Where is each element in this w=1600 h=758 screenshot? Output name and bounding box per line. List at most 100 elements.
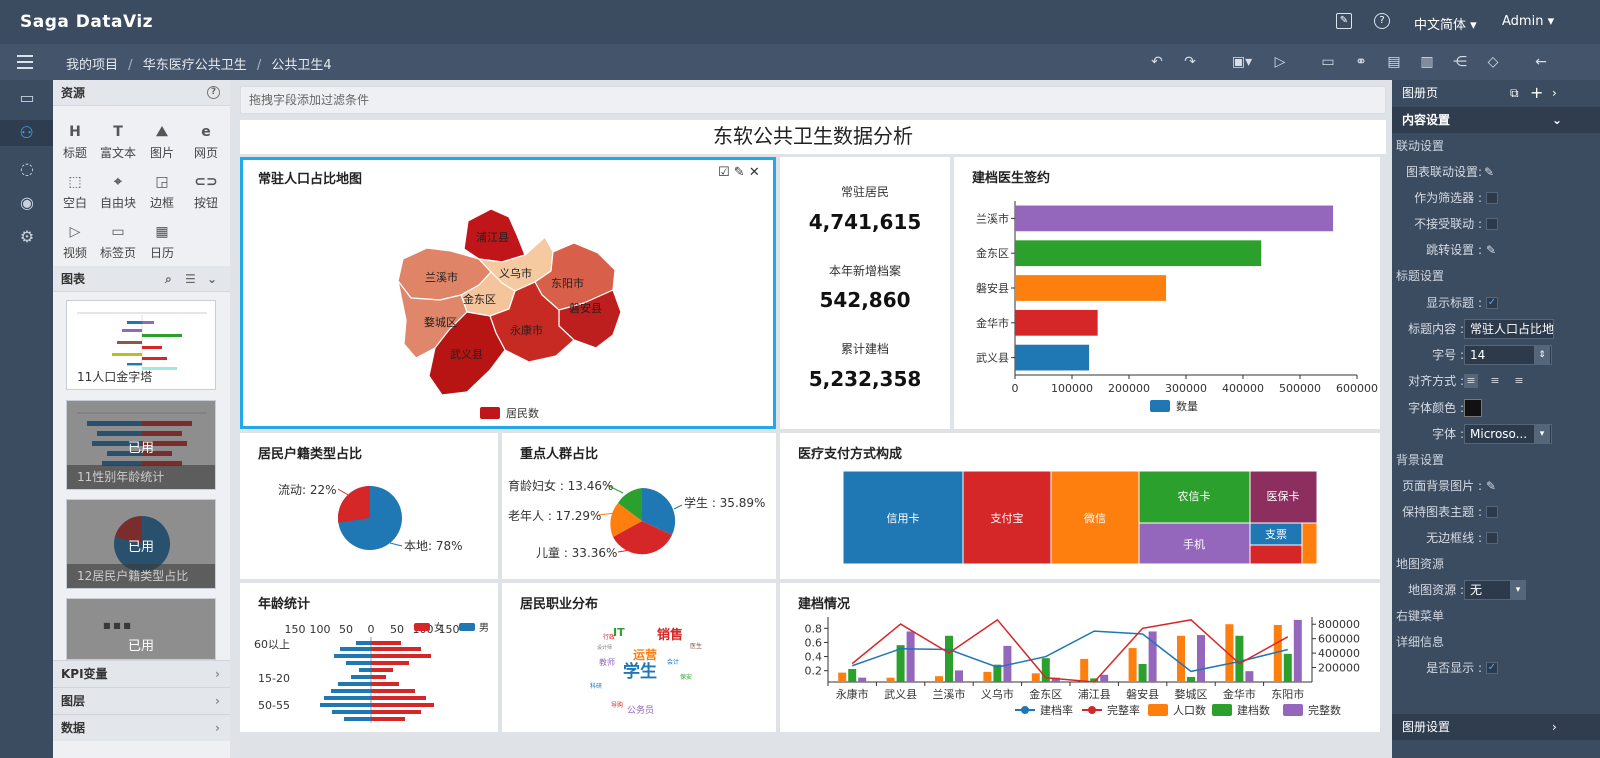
checkbox[interactable]	[1486, 532, 1498, 544]
bar[interactable]	[1090, 678, 1099, 682]
export-excel-icon[interactable]: ▤	[1387, 54, 1401, 70]
tile-rural-card[interactable]	[1138, 470, 1251, 524]
breadcrumb-item[interactable]: 公共卫生4	[271, 58, 332, 73]
tool-video[interactable]: ▷ 视频	[55, 220, 95, 261]
tile-other[interactable]	[1249, 544, 1303, 565]
stepper-icon[interactable]: ⇕	[1534, 346, 1550, 364]
user-menu[interactable]: Admin ▾	[1502, 14, 1554, 29]
accordion-data[interactable]: 数据 ›	[53, 714, 230, 741]
bar[interactable]	[1187, 676, 1195, 682]
tool-title[interactable]: H 标题	[55, 120, 95, 161]
bar[interactable]	[1177, 635, 1185, 682]
breadcrumb-item[interactable]: 华东医疗公共卫生	[142, 58, 247, 73]
bar[interactable]	[945, 635, 953, 682]
accordion-layers[interactable]: 图层 ›	[53, 687, 230, 714]
checkbox[interactable]	[1486, 192, 1498, 204]
help-icon[interactable]: ?	[207, 86, 220, 99]
font-select[interactable]: Microso...	[1464, 424, 1552, 444]
region-wuyi[interactable]	[428, 311, 506, 396]
breadcrumb-item[interactable]: 我的项目	[66, 58, 119, 73]
series-line[interactable]	[851, 618, 1289, 683]
bar[interactable]	[896, 645, 905, 682]
bar[interactable]	[1283, 653, 1292, 682]
play-icon[interactable]: ▷	[1274, 54, 1286, 70]
bar[interactable]	[1051, 677, 1060, 682]
bar[interactable]	[1041, 658, 1050, 682]
bar[interactable]	[1015, 275, 1167, 301]
title-input[interactable]: 常驻人口占比地	[1464, 319, 1554, 339]
edit-icon[interactable]: ✎	[1486, 243, 1497, 257]
card-icon[interactable]: ▭	[1321, 54, 1335, 70]
export-pdf-icon[interactable]: ▥	[1420, 54, 1434, 70]
bar[interactable]	[1293, 619, 1302, 682]
filter-drop-zone[interactable]: 拖拽字段添加过滤条件	[240, 86, 1386, 114]
accordion-kpi[interactable]: KPI变量 ›	[53, 660, 230, 687]
bar[interactable]	[906, 631, 915, 682]
chart-thumb[interactable]: 已用 12居民户籍类型占比	[66, 499, 216, 589]
copy-icon[interactable]: ⧉	[1510, 86, 1519, 100]
checkbox-checked[interactable]: ✓	[1486, 297, 1498, 309]
chart-thumb[interactable]: 已用 11性别年龄统计	[66, 400, 216, 490]
pie-slice-children[interactable]	[613, 521, 672, 555]
tile-credit-card[interactable]	[842, 470, 964, 565]
chart-thumb[interactable]: 11人口金字塔	[66, 300, 216, 390]
play-circle-icon[interactable]: ◉	[20, 193, 34, 212]
user-icon[interactable]: ⚇	[0, 120, 53, 146]
tool-border[interactable]: ◲ 边框	[142, 170, 182, 211]
tile-insurance-card[interactable]	[1249, 470, 1318, 524]
map-card[interactable]: 常驻人口占比地图 ☑ ✎ ✕ 浦江县 兰溪市 义乌市 东阳市 金东区 磐安县 婺…	[240, 157, 776, 429]
bar[interactable]	[935, 676, 943, 682]
checkbox-icon[interactable]: ☑	[718, 165, 730, 180]
tool-richtext[interactable]: T 富文本	[98, 120, 138, 161]
bar[interactable]	[1080, 658, 1089, 682]
pie-slice-floating[interactable]	[337, 485, 370, 523]
chevron-down-icon[interactable]: ▾	[1534, 425, 1550, 443]
color-swatch[interactable]	[1464, 399, 1482, 417]
tool-image[interactable]: ⛰ 图片	[142, 120, 182, 161]
align-center-icon[interactable]: ≡	[1490, 374, 1500, 387]
bar[interactable]	[993, 664, 1002, 682]
bar[interactable]	[1015, 240, 1262, 267]
monitor-icon[interactable]: ▭	[19, 88, 35, 107]
save-icon[interactable]: ▣▾	[1231, 54, 1253, 70]
pie-slice-women[interactable]	[618, 488, 642, 521]
edit-icon[interactable]: ✎	[1484, 165, 1495, 179]
bar[interactable]	[886, 677, 895, 682]
align-left-icon[interactable]: ≡	[1464, 374, 1478, 388]
refresh-icon[interactable]: ◌	[20, 159, 34, 178]
bar[interactable]	[1235, 635, 1244, 682]
add-icon[interactable]: +	[1530, 83, 1544, 102]
pie-slice-elderly[interactable]	[610, 503, 642, 537]
footer-bar[interactable]: 图册设置 ›	[1392, 714, 1600, 740]
bar[interactable]	[1225, 624, 1234, 682]
chevron-down-icon[interactable]: ⌄	[207, 272, 218, 286]
font-size-input[interactable]: 14	[1464, 345, 1552, 365]
tool-freeblock[interactable]: ⌖ 自由块	[98, 170, 138, 211]
edit-icon[interactable]: ✎	[1336, 13, 1352, 29]
bar[interactable]	[1015, 344, 1090, 371]
bar[interactable]	[955, 670, 963, 682]
edit-icon[interactable]: ✎	[1486, 479, 1497, 493]
section-header[interactable]: 内容设置 ⌄	[1392, 107, 1600, 133]
tool-tabpage[interactable]: ▭ 标签页	[98, 220, 138, 261]
checkbox-checked[interactable]: ✓	[1486, 662, 1498, 674]
edit-icon[interactable]: ✎	[733, 165, 745, 180]
bar[interactable]	[1273, 624, 1282, 682]
share-icon[interactable]: ⋲	[1453, 54, 1467, 70]
tile-mobile[interactable]	[1138, 522, 1251, 565]
bar[interactable]	[1015, 205, 1334, 232]
bar[interactable]	[1138, 663, 1147, 682]
bar[interactable]	[1197, 635, 1205, 682]
list-icon[interactable]: ☰	[185, 272, 196, 286]
menu-icon[interactable]	[15, 52, 35, 72]
chevron-right-icon[interactable]: ›	[1552, 86, 1557, 100]
tool-button[interactable]: ⊂⊃ 按钮	[186, 170, 226, 211]
settings-icon[interactable]: ⚙	[19, 227, 35, 246]
undo-icon[interactable]: ↶	[1151, 54, 1163, 70]
bar[interactable]	[1100, 674, 1109, 682]
help-icon[interactable]: ?	[1374, 13, 1390, 29]
bar[interactable]	[858, 677, 867, 682]
bar[interactable]	[1128, 648, 1137, 682]
bar[interactable]	[1245, 671, 1254, 682]
back-icon[interactable]: ←	[1535, 54, 1547, 70]
